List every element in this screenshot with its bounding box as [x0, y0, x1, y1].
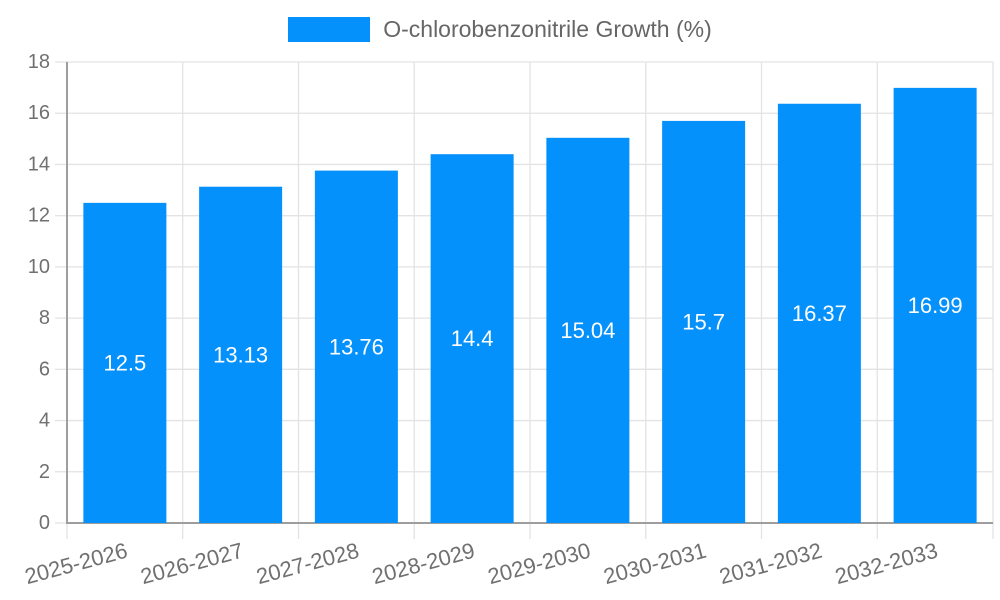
bar[interactable] — [546, 137, 630, 523]
bar[interactable] — [662, 120, 746, 524]
legend-label: O-chlorobenzonitrile Growth (%) — [383, 16, 712, 42]
legend[interactable]: O-chlorobenzonitrile Growth (%) — [0, 17, 1000, 42]
bar[interactable] — [83, 202, 167, 523]
y-tick-label: 4 — [39, 410, 50, 432]
bar-value-label: 13.13 — [213, 342, 268, 367]
bar[interactable] — [777, 103, 861, 524]
legend-swatch-icon — [288, 17, 371, 42]
bar[interactable] — [893, 87, 977, 524]
y-tick-label: 6 — [39, 358, 50, 380]
x-tick-label: 2026-2027 — [138, 538, 246, 589]
x-tick-label: 2029-2030 — [485, 538, 593, 589]
y-tick-label: 8 — [39, 307, 50, 329]
y-tick-label: 16 — [28, 102, 50, 124]
bar-value-label: 16.37 — [792, 301, 847, 326]
y-tick-label: 14 — [28, 153, 50, 175]
x-tick-label: 2027-2028 — [254, 538, 362, 589]
bar-value-label: 12.5 — [103, 350, 146, 375]
bar-value-label: 15.04 — [560, 318, 615, 343]
y-tick-label: 10 — [28, 256, 50, 278]
x-tick-label: 2028-2029 — [369, 538, 477, 589]
x-tick-label: 2032-2033 — [832, 538, 940, 589]
y-tick-label: 18 — [28, 51, 50, 73]
y-tick-label: 0 — [39, 512, 50, 534]
x-tick-label: 2031-2032 — [717, 538, 825, 589]
x-tick-label: 2025-2026 — [22, 538, 130, 589]
bar-value-label: 15.7 — [682, 309, 725, 334]
x-tick-label: 2030-2031 — [601, 538, 709, 589]
y-tick-label: 2 — [39, 461, 50, 483]
bar-value-label: 13.76 — [329, 334, 384, 359]
bar-value-label: 16.99 — [908, 293, 963, 318]
bar[interactable] — [430, 154, 514, 523]
bar[interactable] — [199, 186, 283, 523]
bar-value-label: 14.4 — [451, 326, 494, 351]
bar[interactable] — [314, 170, 398, 523]
y-tick-label: 12 — [28, 205, 50, 227]
